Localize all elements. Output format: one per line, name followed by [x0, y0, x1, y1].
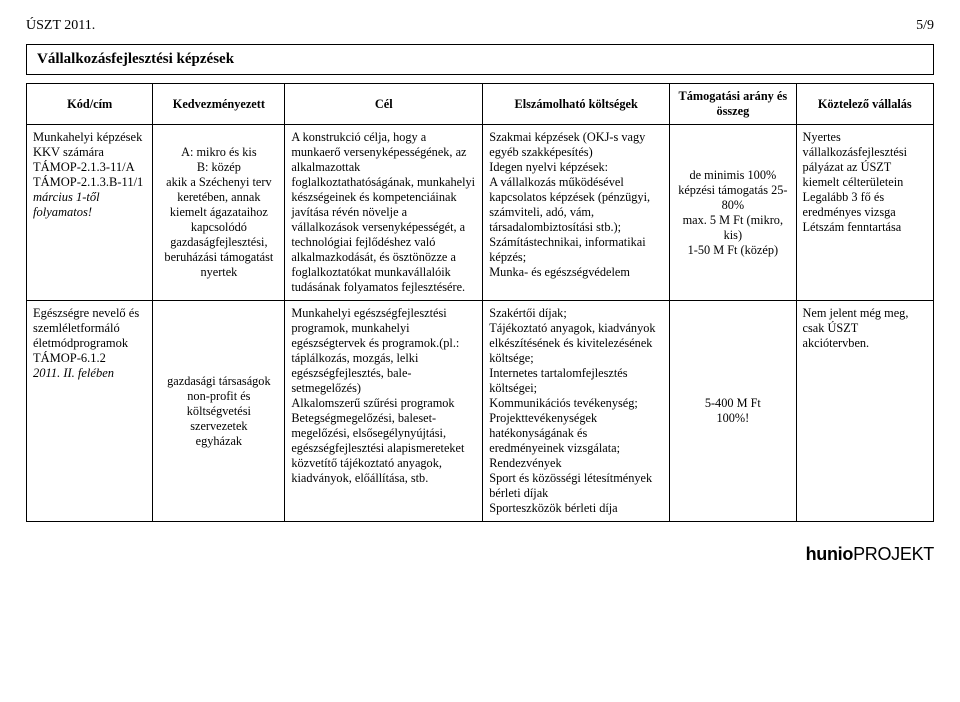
table-header-row: Kód/cím Kedvezményezett Cél Elszámolható… — [27, 84, 934, 125]
page-header: ÚSZT 2011. 5/9 — [26, 18, 934, 34]
col-tam: Támogatási arány és összeg — [670, 84, 796, 125]
col-kod: Kód/cím — [27, 84, 153, 125]
cell-cel: A konstrukció célja, hogy a munkaerő ver… — [285, 125, 483, 301]
footer-logo: hunioPROJEKT — [26, 544, 934, 565]
cell-tam: 5-400 M Ft100%! — [670, 301, 796, 522]
cell-kedv: gazdasági társaságoknon-profit és költsé… — [153, 301, 285, 522]
col-kedv: Kedvezményezett — [153, 84, 285, 125]
data-table: Kód/cím Kedvezményezett Cél Elszámolható… — [26, 83, 934, 522]
header-left: ÚSZT 2011. — [26, 18, 95, 34]
footer-light: PROJEKT — [853, 544, 934, 564]
table-row: Egészségre nevelő és szemléletformáló él… — [27, 301, 934, 522]
cell-elsz: Szakmai képzések (OKJ-s vagy egyéb szakk… — [483, 125, 670, 301]
cell-kod: Egészségre nevelő és szemléletformáló él… — [27, 301, 153, 522]
cell-kot: Nyertes vállalkozásfejlesztési pályázat … — [796, 125, 933, 301]
col-kot: Köztelező vállalás — [796, 84, 933, 125]
footer-bold: hunio — [806, 544, 853, 564]
header-right: 5/9 — [916, 18, 934, 34]
cell-kedv: A: mikro és kisB: középakik a Széchenyi … — [153, 125, 285, 301]
cell-cel: Munkahelyi egészségfejlesztési programok… — [285, 301, 483, 522]
cell-kod: Munkahelyi képzések KKV számáraTÁMOP-2.1… — [27, 125, 153, 301]
cell-kot: Nem jelent még meg, csak ÚSZT akciótervb… — [796, 301, 933, 522]
section-title: Vállalkozásfejlesztési képzések — [26, 44, 934, 75]
table-row: Munkahelyi képzések KKV számáraTÁMOP-2.1… — [27, 125, 934, 301]
cell-tam: de minimis 100%képzési támogatás 25-80%m… — [670, 125, 796, 301]
col-cel: Cél — [285, 84, 483, 125]
cell-elsz: Szakértői díjak;Tájékoztató anyagok, kia… — [483, 301, 670, 522]
col-elsz: Elszámolható költségek — [483, 84, 670, 125]
